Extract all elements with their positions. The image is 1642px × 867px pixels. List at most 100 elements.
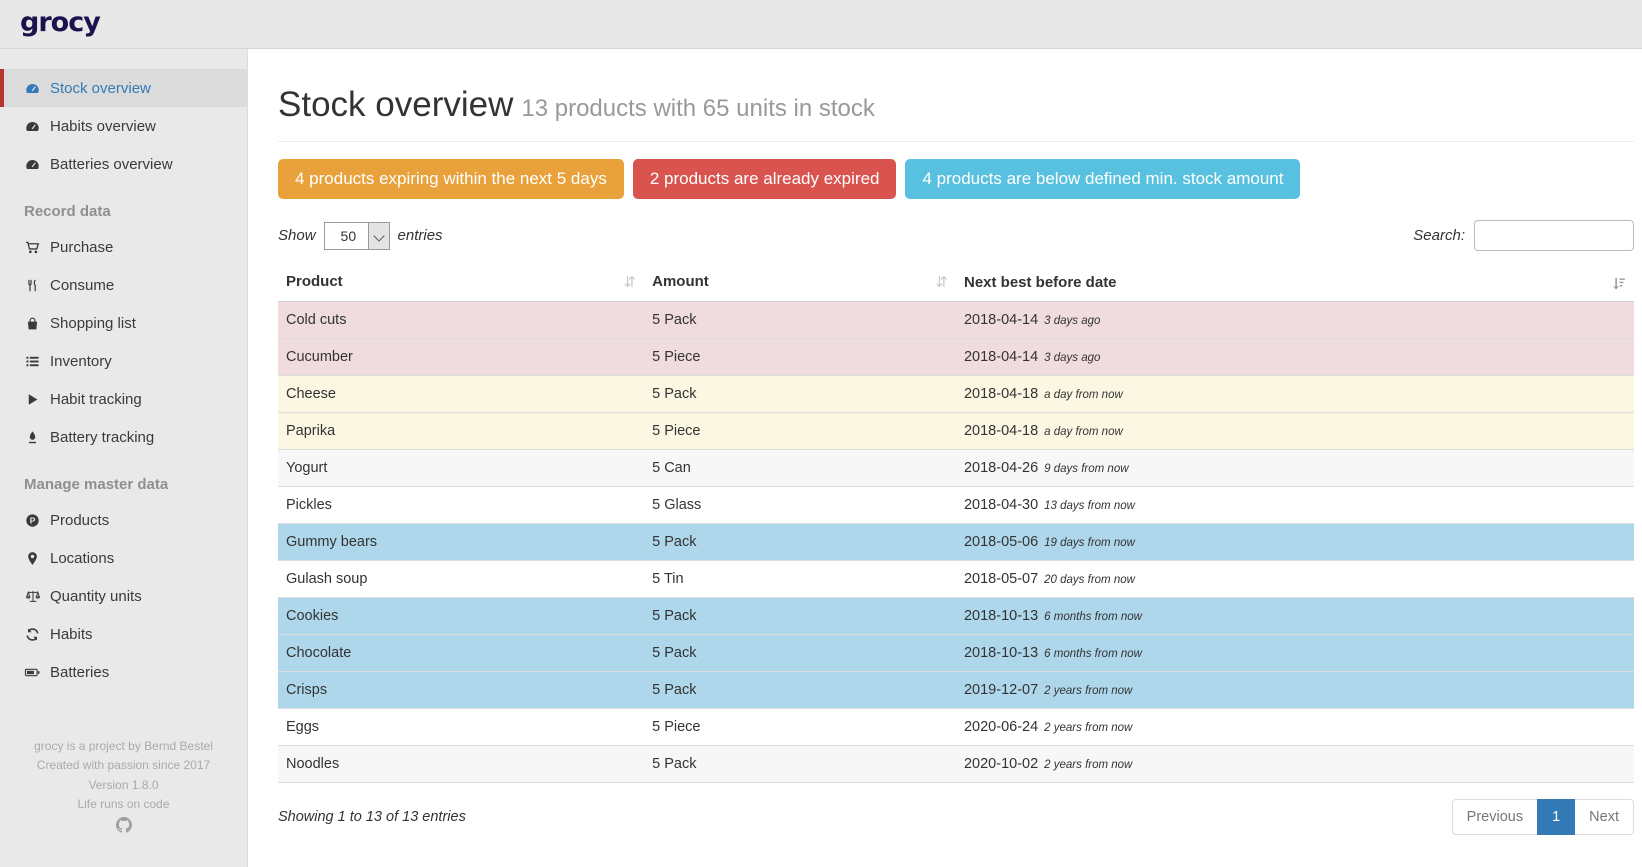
sidebar-item-shopping-list[interactable]: Shopping list bbox=[0, 304, 247, 342]
gauge-icon bbox=[24, 80, 41, 96]
column-label: Amount bbox=[652, 273, 709, 290]
amount-cell: 5 Pack bbox=[652, 386, 697, 402]
sidebar-item-label: Batteries overview bbox=[50, 155, 173, 173]
product-cell: Gulash soup bbox=[286, 571, 368, 587]
sidebar-item-habits-overview[interactable]: Habits overview bbox=[0, 107, 247, 145]
sync-icon bbox=[24, 626, 41, 642]
amount-cell: 5 Can bbox=[652, 460, 691, 476]
alert-below-min-stock[interactable]: 4 products are below defined min. stock … bbox=[905, 159, 1301, 199]
map-marker-icon bbox=[24, 550, 41, 566]
sidebar-item-battery-tracking[interactable]: Battery tracking bbox=[0, 418, 247, 456]
sidebar-item-habit-tracking[interactable]: Habit tracking bbox=[0, 380, 247, 418]
page-subtitle: 13 products with 65 units in stock bbox=[521, 95, 875, 122]
search-control: Search: bbox=[1413, 220, 1634, 251]
page-title: Stock overview bbox=[278, 85, 514, 124]
amount-cell: 5 Pack bbox=[652, 608, 697, 624]
column-header-product[interactable]: ⇵ Product bbox=[278, 264, 645, 302]
sidebar: Stock overview Habits overview Batteries o… bbox=[0, 49, 248, 867]
timeago-label: 2 years from now bbox=[1044, 685, 1133, 697]
best-before-date: 2020-06-24 bbox=[963, 719, 1039, 735]
best-before-date: 2018-04-14 bbox=[963, 312, 1039, 328]
table-row: Crisps 5 Pack 2019-12-07 2 years from now bbox=[278, 671, 1634, 709]
sidebar-item-quantity-units[interactable]: Quantity units bbox=[0, 577, 247, 615]
sidebar-item-label: Shopping list bbox=[50, 314, 136, 332]
sort-icon[interactable]: ⇵ bbox=[623, 274, 637, 291]
footer-line: Life runs on code bbox=[77, 796, 170, 811]
pagination: Previous 1 Next bbox=[1451, 799, 1634, 835]
sidebar-item-batteries-overview[interactable]: Batteries overview bbox=[0, 145, 247, 183]
entries-label: entries bbox=[397, 226, 443, 244]
sidebar-item-locations[interactable]: Locations bbox=[0, 539, 247, 577]
timeago-label: 19 days from now bbox=[1044, 537, 1135, 549]
show-label: Show bbox=[278, 226, 316, 244]
timeago-label: 13 days from now bbox=[1044, 500, 1135, 512]
sidebar-item-stock-overview[interactable]: Stock overview bbox=[0, 69, 247, 107]
table-row: Cheese 5 Pack 2018-04-18 a day from now bbox=[278, 375, 1634, 413]
sort-amount-asc-icon[interactable] bbox=[1611, 276, 1626, 291]
column-header-amount[interactable]: ⇵ Amount bbox=[644, 264, 956, 302]
table-row: Yogurt 5 Can 2018-04-26 9 days from now bbox=[278, 449, 1634, 487]
best-before-date: 2018-05-07 bbox=[963, 571, 1039, 587]
sort-icon[interactable]: ⇵ bbox=[935, 274, 948, 291]
stock-table: ⇵ Product ⇵ Amount Next best before date… bbox=[278, 264, 1634, 783]
table-row: Eggs 5 Piece 2020-06-24 2 years from now bbox=[278, 708, 1634, 746]
sidebar-item-inventory[interactable]: Inventory bbox=[0, 342, 247, 380]
best-before-date: 2018-04-26 bbox=[963, 460, 1039, 476]
gauge-icon bbox=[24, 118, 41, 134]
sidebar-item-batteries[interactable]: Batteries bbox=[0, 653, 247, 691]
table-row: Pickles 5 Glass 2018-04-30 13 days from now bbox=[278, 486, 1634, 524]
amount-cell: 5 Piece bbox=[652, 719, 701, 735]
sidebar-item-label: Habits bbox=[50, 625, 93, 643]
stock-alerts: 4 products expiring within the next 5 da… bbox=[278, 159, 1634, 199]
timeago-label: a day from now bbox=[1044, 389, 1123, 401]
timeago-label: a day from now bbox=[1044, 426, 1123, 438]
sidebar-item-products[interactable]: P Products bbox=[0, 501, 247, 539]
alert-expired[interactable]: 2 products are already expired bbox=[632, 159, 897, 199]
sidebar-item-habits[interactable]: Habits bbox=[0, 615, 247, 653]
sidebar-nav: Stock overview Habits overview Batteries o… bbox=[0, 49, 247, 691]
amount-cell: 5 Glass bbox=[652, 497, 702, 513]
sidebar-section-manage-master-data: Manage master data bbox=[24, 476, 169, 493]
table-header-row: ⇵ Product ⇵ Amount Next best before date bbox=[278, 264, 1634, 302]
alert-expiring[interactable]: 4 products expiring within the next 5 da… bbox=[278, 159, 624, 199]
product-cell: Noodles bbox=[286, 756, 340, 772]
github-icon[interactable] bbox=[0, 817, 247, 833]
sidebar-item-label: Purchase bbox=[50, 238, 114, 256]
sidebar-footer: grocy is a project by Bernd Bestel Creat… bbox=[0, 737, 247, 833]
pen-icon bbox=[24, 429, 41, 445]
page-length-select[interactable]: 50 bbox=[324, 222, 389, 249]
list-icon bbox=[24, 353, 41, 369]
sidebar-item-label: Consume bbox=[50, 276, 115, 294]
main-content: Stock overview 13 products with 65 units … bbox=[249, 49, 1642, 867]
scale-icon bbox=[24, 588, 41, 604]
best-before-date: 2018-04-18 bbox=[963, 423, 1039, 439]
sidebar-item-consume[interactable]: Consume bbox=[0, 266, 247, 304]
svg-text:P: P bbox=[30, 515, 36, 525]
product-cell: Chocolate bbox=[286, 645, 352, 661]
timeago-label: 20 days from now bbox=[1044, 574, 1135, 586]
table-footer: Showing 1 to 13 of 13 entries Previous 1… bbox=[278, 799, 1634, 835]
timeago-label: 6 months from now bbox=[1044, 648, 1142, 660]
page-length-select-wrap: 50 bbox=[323, 221, 390, 250]
amount-cell: 5 Piece bbox=[652, 423, 701, 439]
sidebar-item-purchase[interactable]: Purchase bbox=[0, 228, 247, 266]
product-cell: Crisps bbox=[286, 682, 328, 698]
product-cell: Cheese bbox=[286, 386, 336, 402]
best-before-date: 2018-05-06 bbox=[963, 534, 1039, 550]
amount-cell: 5 Pack bbox=[652, 682, 697, 698]
table-row: Noodles 5 Pack 2020-10-02 2 years from now bbox=[278, 745, 1634, 783]
search-input[interactable] bbox=[1474, 220, 1634, 251]
sidebar-item-label: Stock overview bbox=[50, 79, 151, 97]
amount-cell: 5 Pack bbox=[652, 645, 697, 661]
timeago-label: 2 years from now bbox=[1044, 759, 1133, 771]
page-1-button[interactable]: 1 bbox=[1537, 799, 1576, 835]
amount-cell: 5 Tin bbox=[652, 571, 684, 587]
previous-page-button[interactable]: Previous bbox=[1451, 799, 1539, 835]
best-before-date: 2018-04-30 bbox=[963, 497, 1039, 513]
amount-cell: 5 Pack bbox=[652, 756, 697, 772]
timeago-label: 3 days ago bbox=[1044, 352, 1101, 364]
best-before-date: 2019-12-07 bbox=[963, 682, 1039, 698]
next-page-button[interactable]: Next bbox=[1574, 799, 1634, 835]
column-header-next-best-before-date[interactable]: Next best before date bbox=[955, 264, 1634, 302]
